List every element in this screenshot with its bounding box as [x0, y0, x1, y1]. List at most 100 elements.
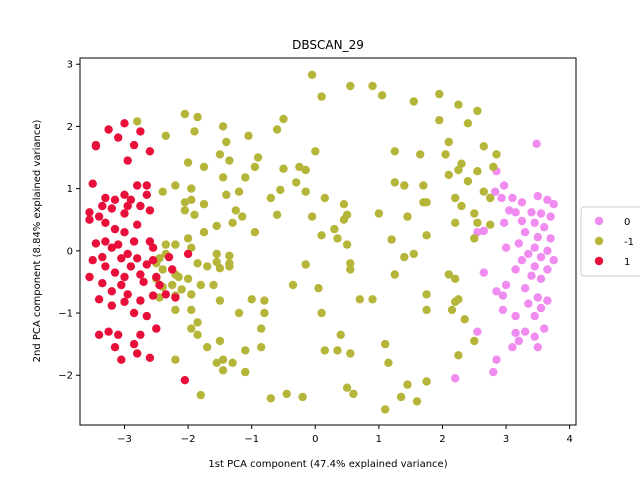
data-point-2-22: [120, 209, 129, 218]
data-point-1-148: [187, 324, 196, 333]
data-point-1-23: [479, 142, 488, 151]
x-tick-label: 1: [376, 434, 382, 445]
data-point-1-10: [193, 112, 202, 122]
data-point-0-47: [536, 303, 546, 313]
data-point-0-49: [511, 328, 520, 338]
y-axis: −2 −1 0 1 2 3: [58, 60, 80, 382]
data-point-2-12: [120, 190, 129, 199]
data-point-1-165: [218, 366, 228, 375]
data-point-1-29: [225, 156, 234, 165]
data-point-2-64: [136, 296, 145, 305]
x-tick-label: −1: [244, 434, 259, 445]
legend-label-1: -1: [624, 237, 634, 248]
data-point-0-55: [533, 343, 542, 352]
legend-marker-0: [594, 216, 604, 226]
data-point-1-114: [183, 274, 193, 283]
legend-label-2: 1: [624, 257, 630, 268]
x-axis-label: 1st PCA component (47.4% explained varia…: [208, 459, 447, 470]
data-point-2-7: [91, 142, 101, 151]
data-point-2-24: [145, 206, 155, 215]
data-point-1-14: [133, 117, 142, 126]
data-point-2-77: [145, 353, 155, 362]
data-point-0-54: [508, 343, 517, 352]
data-point-1-73: [403, 212, 412, 221]
data-point-2-73: [152, 324, 161, 333]
data-point-2-69: [94, 330, 104, 339]
data-point-0-59: [473, 327, 482, 336]
data-point-1-162: [228, 358, 237, 367]
data-point-1-0: [307, 70, 317, 80]
data-point-2-35: [148, 243, 158, 252]
data-point-1-149: [257, 324, 266, 333]
data-point-1-52: [276, 185, 285, 195]
legend: 0 -1 1: [580, 206, 640, 277]
data-point-2-15: [142, 190, 151, 199]
data-point-2-18: [85, 208, 94, 217]
data-point-0-2: [499, 181, 509, 190]
data-point-0-44: [524, 299, 533, 308]
data-point-1-152: [470, 336, 479, 346]
data-point-1-26: [441, 150, 450, 159]
data-point-2-52: [136, 270, 145, 279]
data-point-1-8: [473, 106, 482, 116]
data-point-1-64: [457, 201, 466, 211]
data-point-1-54: [419, 181, 428, 190]
data-point-2-31: [91, 239, 101, 248]
data-point-1-25: [416, 150, 425, 159]
data-point-1-76: [470, 209, 479, 218]
data-point-0-19: [479, 226, 488, 236]
data-point-2-65: [171, 293, 180, 302]
data-point-1-34: [250, 162, 260, 172]
data-point-1-147: [193, 318, 202, 327]
data-point-1-160: [333, 346, 342, 355]
data-point-1-125: [288, 280, 298, 290]
y-tick-label: 0: [67, 246, 73, 257]
data-point-0-40: [492, 287, 501, 296]
data-point-1-140: [187, 305, 196, 315]
data-point-1-7: [454, 100, 463, 109]
data-point-0-26: [543, 246, 552, 255]
data-point-0-36: [527, 271, 536, 280]
data-point-1-24: [390, 147, 399, 156]
data-point-1-119: [444, 270, 453, 279]
data-point-0-42: [533, 293, 542, 302]
data-point-1-94: [387, 235, 396, 244]
data-point-2-76: [133, 349, 142, 358]
legend-marker-1: [594, 236, 604, 246]
data-point-0-9: [549, 200, 558, 209]
data-point-1-142: [260, 308, 269, 318]
data-point-2-36: [107, 243, 117, 252]
data-point-1-2: [368, 81, 377, 91]
data-point-2-13: [110, 195, 120, 204]
x-tick-label: −3: [117, 434, 132, 445]
data-point-1-88: [183, 234, 193, 243]
data-point-1-62: [479, 187, 488, 196]
data-point-1-49: [187, 184, 196, 193]
data-point-0-30: [549, 256, 558, 265]
data-point-0-50: [514, 336, 523, 346]
data-point-2-21: [136, 201, 145, 211]
data-point-0-24: [514, 239, 523, 248]
x-tick-label: 3: [503, 434, 509, 445]
data-point-1-77: [473, 218, 482, 227]
data-point-0-45: [498, 305, 508, 315]
data-point-1-37: [301, 165, 310, 175]
data-point-1-17: [222, 137, 231, 147]
data-point-0-39: [520, 284, 530, 293]
data-point-0-5: [508, 193, 517, 203]
data-point-1-131: [215, 296, 225, 305]
data-point-0-0: [532, 139, 541, 148]
data-point-1-90: [199, 228, 209, 237]
data-point-1-60: [320, 193, 329, 203]
data-point-1-11: [279, 114, 288, 124]
data-point-1-6: [435, 89, 444, 99]
legend-marker-2: [594, 256, 604, 266]
data-point-2-58: [107, 287, 117, 296]
data-point-2-54: [98, 279, 107, 288]
data-point-1-145: [447, 305, 457, 315]
data-point-1-35: [241, 173, 250, 182]
data-point-1-38: [457, 159, 466, 168]
chart-title: DBSCAN_29: [292, 38, 364, 52]
data-point-2-19: [107, 204, 117, 213]
data-point-1-53: [234, 187, 244, 196]
